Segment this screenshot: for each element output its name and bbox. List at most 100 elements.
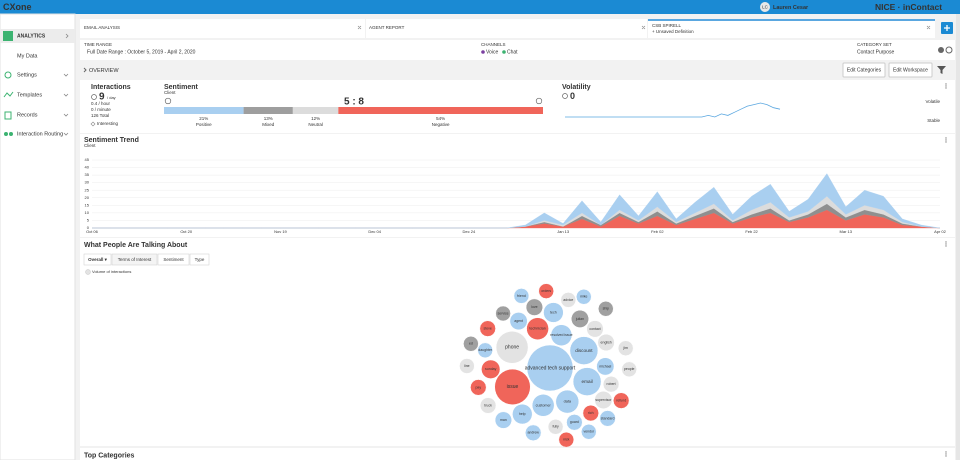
bubble[interactable] bbox=[555, 389, 580, 414]
tab[interactable] bbox=[80, 19, 365, 38]
bubble[interactable] bbox=[569, 336, 599, 365]
kebab-menus[interactable] bbox=[945, 83, 947, 457]
x-tick-label: Feb 22 bbox=[745, 229, 758, 234]
button-label[interactable]: Edit Workspace bbox=[893, 68, 928, 74]
bubble[interactable] bbox=[531, 394, 555, 417]
bubble[interactable] bbox=[463, 336, 479, 352]
bubble[interactable] bbox=[566, 414, 583, 431]
bubble[interactable] bbox=[494, 411, 512, 429]
bubble-label: supervisor bbox=[595, 398, 612, 402]
button[interactable] bbox=[888, 62, 933, 78]
nav-item[interactable]: Templates bbox=[17, 92, 42, 98]
bubble[interactable] bbox=[526, 344, 574, 392]
tab-close[interactable] bbox=[357, 25, 931, 30]
bubble-label: resolved issue bbox=[550, 333, 572, 337]
bubble[interactable] bbox=[470, 379, 487, 396]
segment-value: 13% bbox=[264, 116, 273, 121]
bubble-label: nick bbox=[563, 438, 569, 442]
bubble[interactable] bbox=[526, 317, 549, 340]
bubble[interactable] bbox=[571, 309, 589, 328]
filter-tab-label[interactable]: Overall ▾ bbox=[88, 257, 108, 262]
y-tick-label: 25 bbox=[85, 187, 90, 192]
bubble-label: mike bbox=[580, 295, 587, 299]
filter-tab-label[interactable]: Sentiment bbox=[163, 257, 184, 262]
top-bar bbox=[0, 0, 960, 14]
y-tick-label: 0 bbox=[87, 225, 90, 230]
bubble[interactable] bbox=[538, 283, 554, 299]
x-tick-label: Jan 13 bbox=[557, 229, 570, 234]
tab[interactable] bbox=[648, 19, 935, 38]
bubble[interactable] bbox=[525, 298, 543, 316]
bubble[interactable] bbox=[582, 404, 599, 422]
bubble[interactable] bbox=[617, 340, 634, 356]
nav-item[interactable]: Settings bbox=[17, 72, 37, 78]
segment-value: 54% bbox=[436, 116, 445, 121]
section-title[interactable]: OVERVIEW bbox=[89, 68, 119, 74]
overview-chevron[interactable] bbox=[83, 67, 87, 73]
bubble[interactable] bbox=[477, 342, 493, 359]
bubble[interactable] bbox=[560, 292, 577, 308]
tab-title[interactable]: EMAIL ANALYSIS bbox=[84, 25, 120, 30]
filter-tab[interactable] bbox=[83, 253, 112, 266]
nav-item[interactable]: ANALYTICS bbox=[17, 33, 46, 39]
filter-tab-label[interactable]: Type bbox=[195, 257, 205, 262]
filter-tab[interactable] bbox=[189, 253, 210, 266]
bubble[interactable] bbox=[621, 361, 637, 378]
bubble[interactable] bbox=[512, 403, 533, 425]
bubble[interactable] bbox=[613, 392, 630, 409]
bubble[interactable] bbox=[481, 359, 501, 379]
avatar[interactable] bbox=[760, 2, 770, 12]
nav-item[interactable]: My Data bbox=[17, 53, 38, 59]
funnel-icon[interactable] bbox=[937, 66, 946, 74]
bubble[interactable] bbox=[558, 431, 575, 448]
filter-tab[interactable] bbox=[157, 253, 190, 266]
bubble[interactable] bbox=[602, 376, 620, 393]
bubble[interactable] bbox=[599, 410, 616, 427]
bubble[interactable] bbox=[550, 324, 573, 346]
records-icon bbox=[4, 111, 12, 120]
filter-icon[interactable] bbox=[945, 46, 953, 54]
bubble-label: guard bbox=[570, 420, 579, 424]
tab-title[interactable]: CSB SPIRELL bbox=[652, 23, 682, 28]
bubble[interactable] bbox=[594, 391, 613, 409]
bubble[interactable] bbox=[509, 312, 528, 331]
volatility-score: 0 bbox=[570, 91, 575, 101]
button-label[interactable]: Edit Categories bbox=[847, 68, 882, 74]
bubble[interactable] bbox=[581, 424, 597, 440]
bubble[interactable] bbox=[479, 397, 497, 414]
nav-item[interactable]: Interaction Routing bbox=[17, 131, 63, 137]
bubble[interactable] bbox=[513, 288, 530, 304]
volatility-icon bbox=[562, 93, 568, 99]
tab-title[interactable]: AGENT REPORT bbox=[369, 25, 405, 30]
bubble[interactable] bbox=[495, 331, 529, 364]
nav-item[interactable]: Records bbox=[17, 112, 38, 118]
bubble[interactable] bbox=[495, 305, 511, 322]
bubble[interactable] bbox=[596, 357, 615, 376]
bubble[interactable] bbox=[576, 289, 592, 305]
add-icon bbox=[944, 25, 950, 31]
bubble-label: contact bbox=[589, 327, 600, 331]
bubble[interactable] bbox=[525, 424, 542, 441]
button[interactable] bbox=[842, 62, 886, 78]
bubble[interactable] bbox=[572, 367, 602, 396]
filter-tab[interactable] bbox=[111, 253, 158, 266]
bubble-label: love bbox=[531, 305, 537, 309]
filter-tab-label[interactable]: Terms of Interest bbox=[118, 257, 152, 262]
filter-icon[interactable] bbox=[938, 47, 944, 53]
bubble[interactable] bbox=[543, 302, 564, 323]
user-name[interactable]: Lauren Cesar bbox=[773, 5, 809, 11]
segment-name: Positive bbox=[196, 122, 212, 127]
filter-value: Voice bbox=[486, 49, 498, 55]
bubble[interactable] bbox=[479, 320, 496, 337]
scrollbar[interactable] bbox=[956, 14, 960, 460]
brand: NICE · inContact bbox=[875, 2, 942, 12]
bubble[interactable] bbox=[547, 419, 564, 435]
bubble[interactable] bbox=[598, 301, 614, 317]
bubble[interactable] bbox=[586, 320, 604, 338]
bubble[interactable] bbox=[597, 333, 615, 352]
bubble[interactable] bbox=[459, 358, 475, 374]
bubble[interactable] bbox=[494, 368, 531, 405]
tab[interactable] bbox=[366, 19, 647, 38]
x-tick-label: Oct 20 bbox=[180, 229, 193, 234]
filter-value[interactable]: Full Date Range : October 5, 2019 - Apri… bbox=[87, 49, 196, 55]
